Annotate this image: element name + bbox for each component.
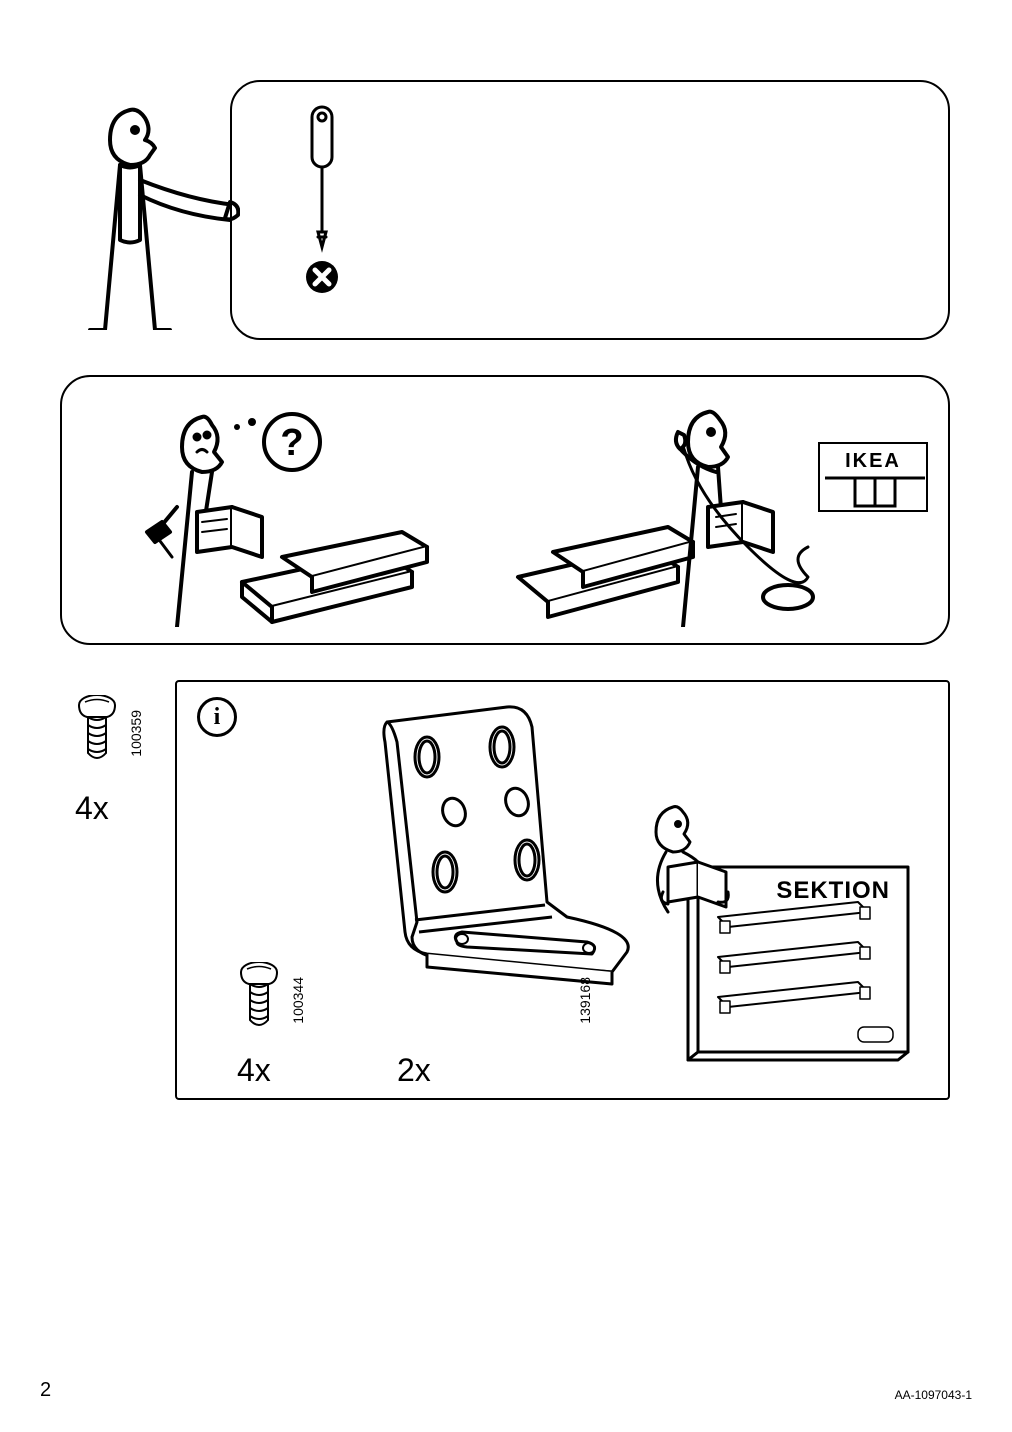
l-bracket-illustration xyxy=(327,702,647,1022)
screw-quantity: 4x xyxy=(75,790,109,827)
sektion-manual-illustration xyxy=(638,802,918,1062)
info-icon: i xyxy=(197,697,237,737)
inner-screw-quantity: 4x xyxy=(237,1052,271,1089)
screwdriver-icon xyxy=(272,102,372,302)
document-id: AA-1097043-1 xyxy=(895,1388,972,1402)
ikea-logo-text: IKEA xyxy=(820,444,926,473)
svg-text:?: ? xyxy=(280,422,303,464)
additional-parts-panel: i xyxy=(175,680,950,1100)
ikea-store-sign: IKEA xyxy=(818,442,928,512)
screw-icon xyxy=(232,962,287,1037)
bracket-part-number: 139168 xyxy=(577,977,593,1024)
screw-icon xyxy=(70,695,125,770)
person-pointing-illustration xyxy=(80,100,240,330)
help-panel: ? xyxy=(60,375,950,645)
tools-not-needed-panel xyxy=(230,80,950,340)
confused-person-illustration: ? xyxy=(102,397,482,627)
bracket-quantity: 2x xyxy=(397,1052,431,1089)
manual-title: SEKTION xyxy=(776,877,890,905)
page-number: 2 xyxy=(40,1379,51,1402)
screw-part-number: 100359 xyxy=(128,710,144,757)
inner-screw-part-number: 100344 xyxy=(290,977,306,1024)
